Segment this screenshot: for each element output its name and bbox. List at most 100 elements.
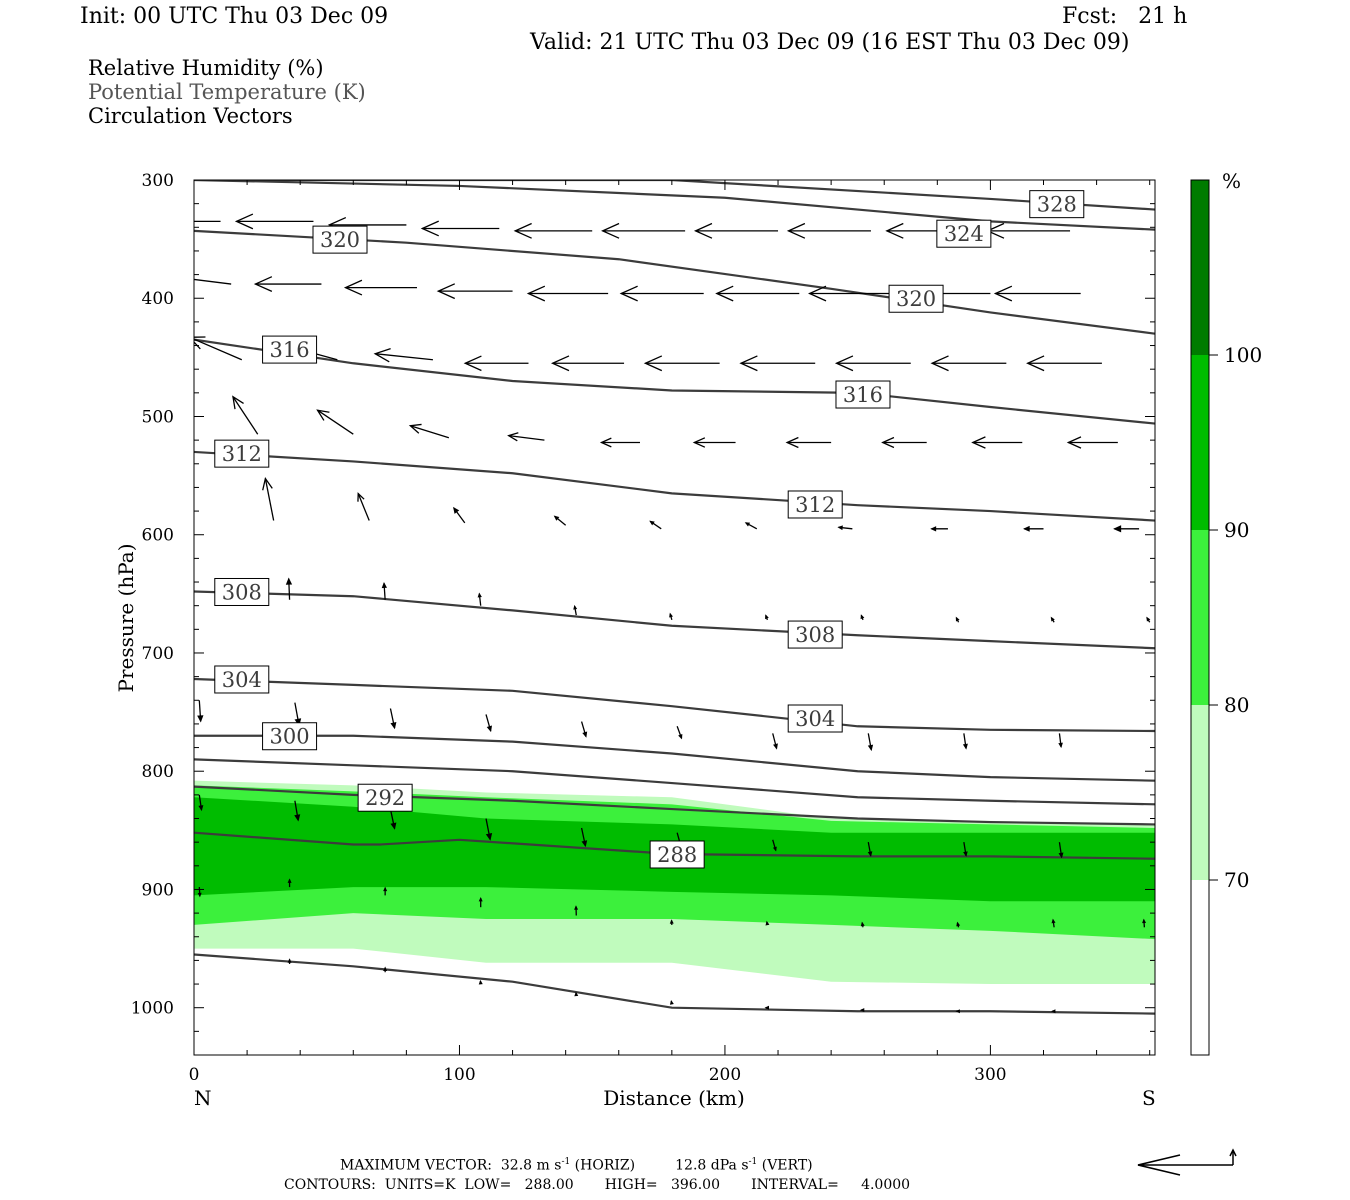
colorbar-segment-below-70: [1191, 880, 1209, 1055]
legend-potential-temperature: Potential Temperature (K): [88, 80, 366, 104]
circulation-vector: [194, 220, 221, 223]
theta-contour-316: [194, 338, 1155, 425]
circulation-vector: [262, 476, 275, 521]
colorbar-segment-90: [1191, 355, 1209, 530]
theta-contour-308: [194, 590, 1155, 650]
circulation-vector: [197, 887, 202, 898]
circulation-vector: [463, 355, 529, 372]
circulation-vector: [971, 436, 1023, 449]
legend-circulation-vectors: Circulation Vectors: [88, 104, 293, 128]
circulation-vector: [786, 222, 871, 239]
circulation-vector: [287, 958, 292, 964]
circulation-vector: [232, 395, 259, 435]
colorbar-unit: %: [1222, 169, 1241, 193]
circulation-vector: [765, 614, 769, 621]
theta-contour-320: [194, 229, 1155, 335]
colorbar-tick-90: 90: [1224, 518, 1249, 542]
horiz-exponent: -1: [561, 1157, 571, 1167]
circulation-vector: [881, 436, 927, 449]
circulation-vector: [739, 355, 816, 372]
circulation-vector: [834, 355, 911, 372]
circulation-vector: [837, 525, 853, 531]
circulation-vector: [1146, 616, 1151, 623]
axis-layer: 0 100 200 300 300 400 500 600 700 800 900 1000: [131, 171, 1155, 1085]
circulation-vector: [526, 285, 609, 302]
theta-label-308: 308: [214, 577, 270, 606]
theta-label-312: 312: [787, 490, 843, 519]
circulation-vector: [930, 526, 948, 532]
circulation-vector: [580, 721, 588, 738]
svg-text:312: 312: [222, 442, 262, 466]
circulation-vector: [478, 979, 483, 985]
circulation-vector: [599, 437, 640, 448]
circulation-vector: [1023, 525, 1044, 532]
circulation-vector: [294, 800, 301, 822]
circulation-vector: [477, 592, 482, 606]
theta-label-304: 304: [214, 665, 270, 694]
colorbar-tick-100: 100: [1224, 343, 1262, 367]
circulation-vector: [420, 220, 500, 237]
circulation-vector: [287, 878, 292, 888]
circulation-vector: [669, 612, 673, 621]
circulation-vector: [859, 1008, 865, 1013]
circulation-vector: [1026, 355, 1102, 372]
contour-info: CONTOURS: UNITS=K LOW= 288.00 HIGH= 396.…: [284, 1177, 911, 1193]
circulation-vector: [676, 726, 683, 740]
valid-time: Valid: 21 UTC Thu 03 Dec 09 (16 EST Thu …: [530, 30, 1130, 55]
colorbar-segment-70: [1191, 705, 1209, 880]
theta-contour-300: [194, 734, 1155, 782]
theta-label-324: 324: [936, 219, 992, 248]
legend-relative-humidity: Relative Humidity (%): [88, 56, 324, 80]
circulation-vector: [785, 436, 832, 449]
svg-text:328: 328: [1037, 193, 1077, 217]
circulation-vector: [860, 614, 865, 621]
circulation-vector: [373, 348, 433, 363]
svg-text:300: 300: [270, 725, 310, 749]
circulation-vector: [1051, 918, 1056, 928]
circulation-vector: [962, 733, 968, 750]
circulation-vector: [574, 905, 579, 916]
circulation-vector: [764, 1005, 770, 1010]
svg-text:308: 308: [222, 580, 262, 604]
theta-label-316: 316: [835, 380, 891, 409]
theta-contour-284: [194, 953, 1155, 1015]
circulation-vector: [772, 733, 778, 750]
y-tick-label: 700: [142, 644, 174, 664]
y-tick-label: 400: [142, 289, 174, 309]
circulation-vector: [1050, 1009, 1056, 1014]
circulation-vector: [285, 577, 293, 600]
circulation-vector: [383, 886, 388, 896]
circulation-vector: [1058, 842, 1064, 859]
circulation-vector: [1142, 918, 1147, 928]
y-axis-label: Pressure (hPa): [114, 544, 138, 693]
circulation-vector: [253, 276, 322, 292]
circulation-vector: [692, 437, 736, 448]
init-time: Init: 00 UTC Thu 03 Dec 09: [80, 4, 389, 29]
max-vector-horiz-tail: (HORIZ): [570, 1157, 636, 1174]
theta-label-288: 288: [649, 840, 705, 869]
circulation-vector: [485, 714, 492, 733]
theta-contour-312: [194, 450, 1155, 522]
circulation-vector: [1058, 733, 1063, 749]
theta-label-292: 292: [357, 783, 413, 812]
circulation-vector: [715, 285, 800, 302]
circulation-vector: [550, 355, 625, 372]
circulation-vector: [389, 708, 397, 730]
circulation-vector: [574, 991, 579, 997]
circulation-vector: [930, 355, 1007, 372]
rh-colorbar: % 100 90 80 70: [1190, 169, 1262, 1056]
circulation-vector: [294, 702, 302, 727]
theta-contour-288: [194, 831, 1155, 860]
circulation-vector: [194, 336, 243, 361]
circulation-vector: [807, 285, 895, 302]
circulation-vector: [316, 409, 354, 435]
colorbar-tick-80: 80: [1224, 693, 1249, 717]
y-tick-label: 900: [142, 880, 174, 900]
theta-label-320: 320: [312, 225, 368, 254]
theta-contour-292: [194, 785, 1155, 826]
circulation-vector: [580, 827, 588, 848]
theta-label-300: 300: [262, 722, 318, 751]
circulation-vector: [197, 700, 204, 723]
svg-text:316: 316: [270, 338, 310, 362]
circulation-vector: [389, 808, 397, 830]
